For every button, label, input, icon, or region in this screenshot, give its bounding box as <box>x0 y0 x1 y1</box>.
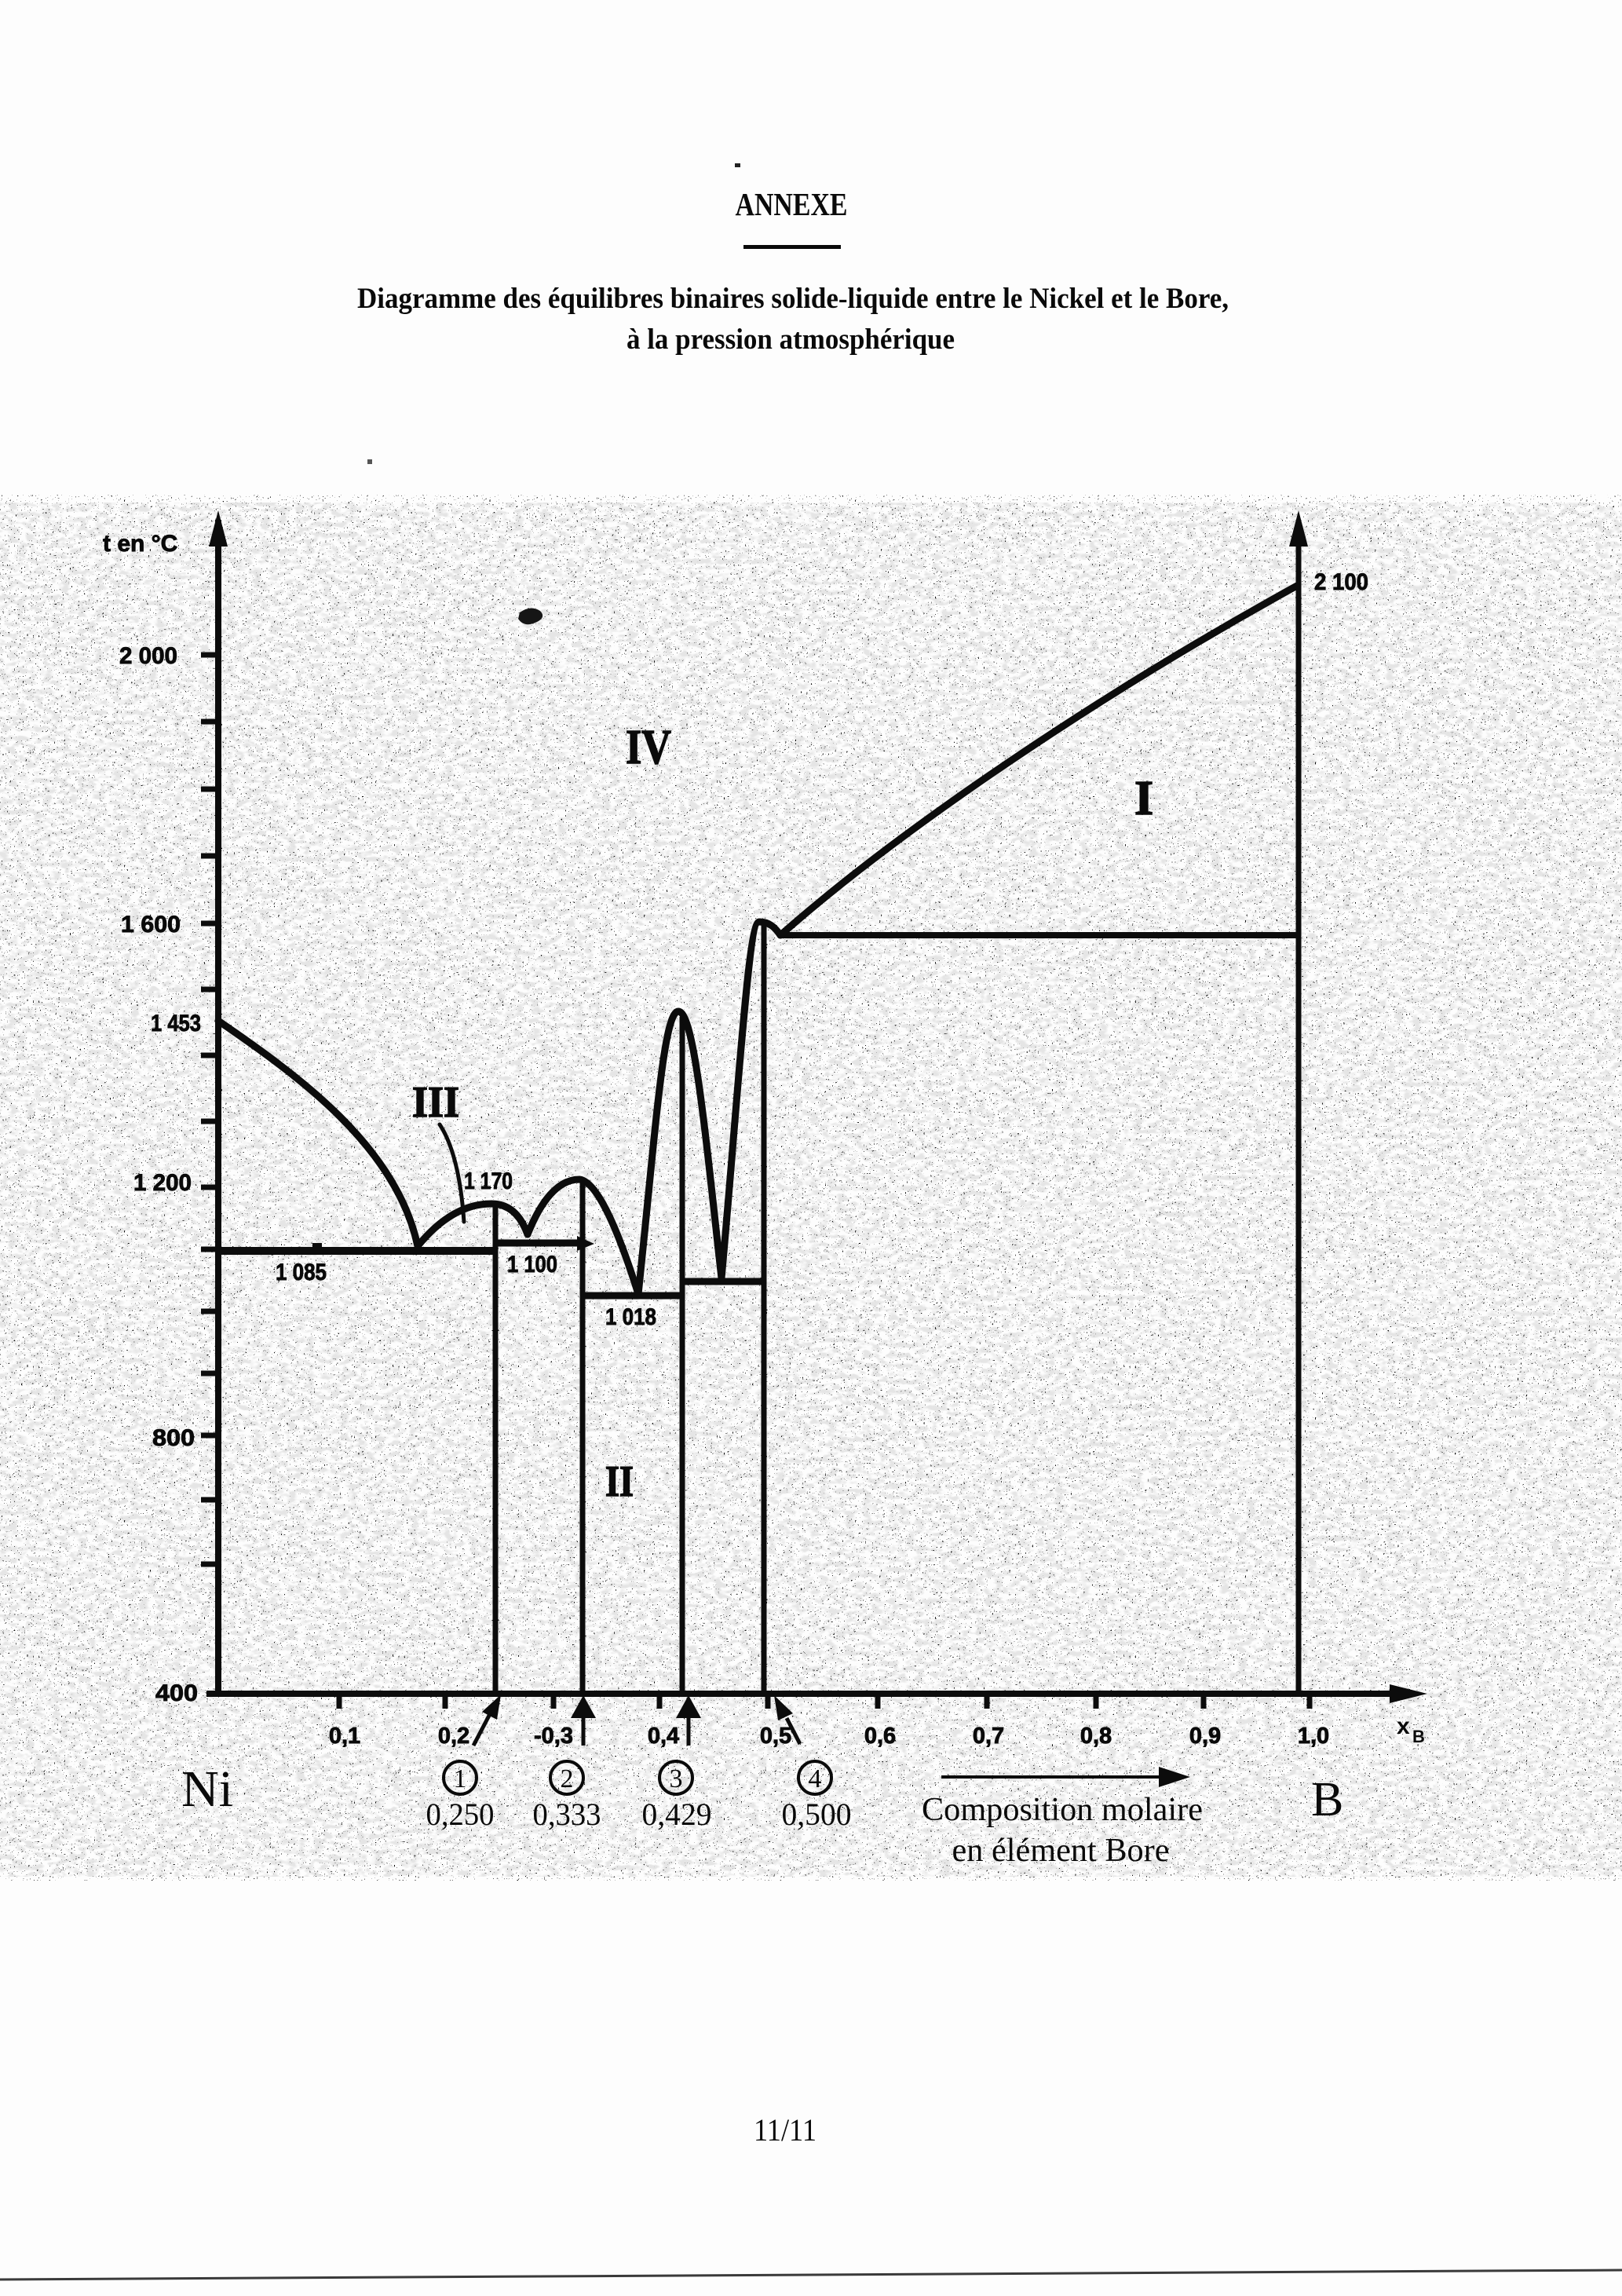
svg-text:1 453: 1 453 <box>151 1011 201 1036</box>
svg-text:800: 800 <box>152 1425 195 1451</box>
svg-text:0,1: 0,1 <box>329 1724 360 1749</box>
svg-text:IV: IV <box>626 721 671 774</box>
svg-text:0,9: 0,9 <box>1189 1724 1221 1749</box>
svg-text:1: 1 <box>454 1764 467 1793</box>
svg-text:Ni: Ni <box>181 1760 233 1818</box>
svg-text:0,429: 0,429 <box>642 1797 712 1832</box>
svg-text:2 000: 2 000 <box>119 643 177 669</box>
svg-text:0,7: 0,7 <box>973 1724 1004 1749</box>
svg-text:0,4: 0,4 <box>648 1724 679 1749</box>
svg-text:1 018: 1 018 <box>605 1304 656 1330</box>
svg-text:0,333: 0,333 <box>533 1797 601 1832</box>
svg-text:1 100: 1 100 <box>507 1252 557 1278</box>
svg-text:III: III <box>412 1078 459 1127</box>
svg-text:0,500: 0,500 <box>782 1797 852 1832</box>
svg-text:x: x <box>1397 1713 1410 1739</box>
svg-text:0,6: 0,6 <box>864 1724 896 1749</box>
svg-text:11/11: 11/11 <box>754 2112 816 2148</box>
svg-text:0,8: 0,8 <box>1080 1724 1112 1749</box>
svg-text:à la pression atmosphérique: à la pression atmosphérique <box>627 324 955 356</box>
svg-text:I: I <box>1134 772 1153 825</box>
svg-text:0,250: 0,250 <box>426 1797 495 1832</box>
svg-text:en élément Bore: en élément Bore <box>952 1833 1170 1869</box>
svg-text:4: 4 <box>809 1764 822 1793</box>
svg-text:1 170: 1 170 <box>464 1168 513 1194</box>
svg-text:B: B <box>1311 1773 1343 1826</box>
svg-text:-0,3: -0,3 <box>534 1724 573 1749</box>
svg-text:0,5: 0,5 <box>760 1724 791 1749</box>
svg-text:t en °C: t en °C <box>103 531 177 557</box>
svg-text:1 600: 1 600 <box>121 912 181 938</box>
svg-text:400: 400 <box>155 1680 198 1706</box>
svg-text:B: B <box>1412 1727 1425 1746</box>
svg-text:1,0: 1,0 <box>1298 1724 1329 1749</box>
svg-text:ANNEXE: ANNEXE <box>736 186 848 222</box>
svg-text:II: II <box>605 1457 634 1506</box>
svg-text:Diagramme des équilibres binai: Diagramme des équilibres binaires solide… <box>357 283 1229 315</box>
svg-text:0,2: 0,2 <box>438 1724 469 1749</box>
svg-text:Composition molaire: Composition molaire <box>922 1792 1203 1828</box>
svg-text:1 200: 1 200 <box>133 1170 192 1196</box>
svg-text:2 100: 2 100 <box>1314 569 1368 595</box>
svg-text:2: 2 <box>561 1764 574 1793</box>
svg-text:3: 3 <box>670 1764 683 1793</box>
svg-text:1 085: 1 085 <box>276 1260 327 1285</box>
